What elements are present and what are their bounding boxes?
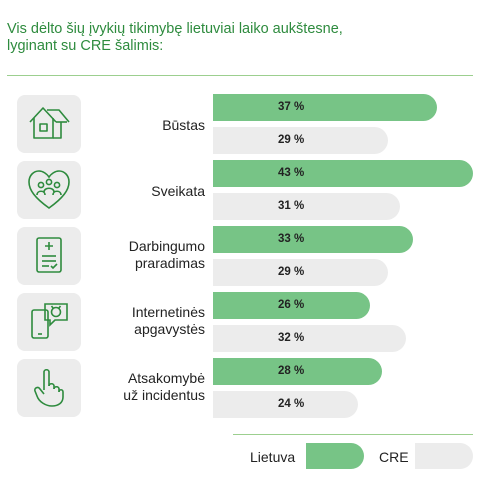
- bar-value-label: 32 %: [278, 332, 305, 344]
- chart-title-line-2: lyginant su CRE šalimis:: [7, 38, 164, 54]
- family-heart-icon: [28, 170, 70, 209]
- legend-label-cre: CRE: [379, 449, 409, 465]
- legend-label-lietuva: Lietuva: [250, 449, 296, 465]
- legend-divider: [233, 434, 473, 435]
- bar-value-label: 37 %: [278, 101, 305, 113]
- bar-lietuva: [213, 358, 383, 385]
- bar-lietuva: [213, 292, 371, 319]
- bar-cre: [213, 127, 389, 154]
- category-icon-box: [17, 293, 81, 351]
- category-label: Darbingumo praradimas: [128, 238, 205, 271]
- bar-value-label: 43 %: [278, 167, 305, 179]
- bar-lietuva: [213, 94, 437, 121]
- bar-value-label: 24 %: [278, 398, 305, 410]
- bar-value-label: 28 %: [278, 365, 305, 377]
- legend-swatch-lietuva: [306, 443, 364, 469]
- medical-document-icon: [36, 237, 62, 273]
- bar-cre: [213, 259, 389, 286]
- legend-swatch-cre: [415, 443, 473, 469]
- bar-value-label: 33 %: [278, 233, 305, 245]
- bar-value-label: 26 %: [278, 299, 305, 311]
- bar-value-label: 29 %: [278, 134, 305, 146]
- top-divider: [7, 75, 473, 76]
- category-icon-box: [17, 95, 81, 153]
- bar-cre: [213, 325, 407, 352]
- bar-cre: [213, 193, 401, 220]
- category-icon-box: [17, 227, 81, 285]
- raised-finger-icon: [34, 368, 64, 407]
- bar-lietuva: [213, 160, 473, 187]
- bar-value-label: 29 %: [278, 266, 305, 278]
- category-label: Būstas: [162, 117, 205, 133]
- bar-cre: [213, 391, 359, 418]
- chart-title-line-1: Vis dėlto šių įvykių tikimybę lietuviai …: [7, 21, 343, 37]
- house-icon: [29, 107, 70, 139]
- chart-title: Vis dėlto šių įvykių tikimybę lietuviai …: [7, 21, 467, 55]
- category-icon-box: [17, 359, 81, 417]
- phone-scam-icon: [31, 303, 68, 339]
- bar-lietuva: [213, 226, 413, 253]
- bar-value-label: 31 %: [278, 200, 305, 212]
- category-label: Sveikata: [151, 183, 205, 199]
- category-label: Atsakomybė už incidentus: [123, 370, 205, 403]
- category-icon-box: [17, 161, 81, 219]
- category-label: Internetinės apgavystės: [131, 304, 205, 337]
